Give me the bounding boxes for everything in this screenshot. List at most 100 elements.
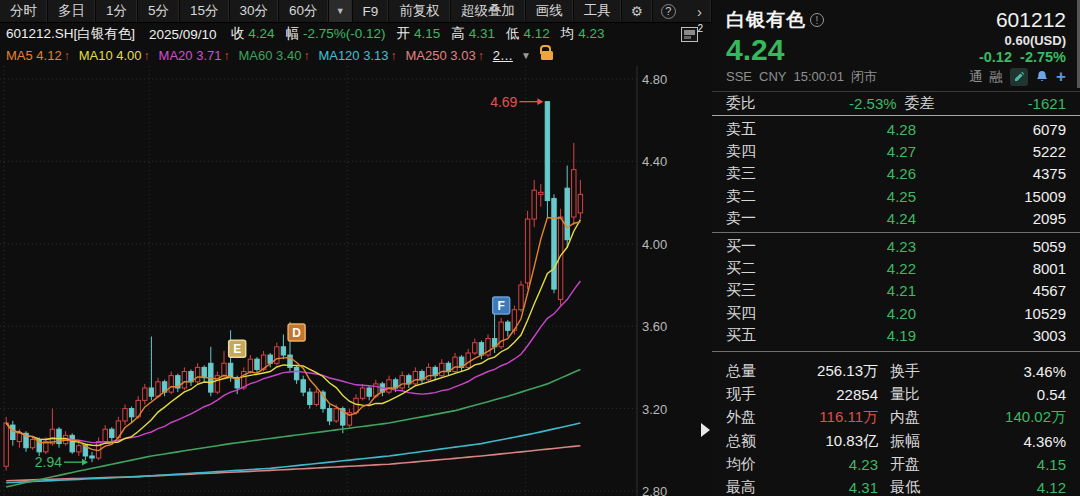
- up-arrow-icon: ↑: [144, 49, 150, 63]
- tab-5min[interactable]: 5分: [138, 0, 180, 22]
- info-icon[interactable]: !: [810, 13, 824, 27]
- change-field: 幅-2.75%(-0.12): [285, 25, 385, 43]
- stats-row: 总量256.13万 换手3.46%: [712, 360, 1080, 383]
- ma60-legend: MA60 3.40↑: [238, 48, 309, 63]
- event-marker-E[interactable]: E: [229, 340, 246, 357]
- help-icon[interactable]: ?: [661, 4, 676, 19]
- forward-adjust-button[interactable]: 前复权: [389, 0, 451, 22]
- stats-row: 现手22854 量比0.54: [712, 383, 1080, 406]
- quote-info-bar: 601212.SH[白银有色] 2025/09/10 收4.24 幅-2.75%…: [0, 23, 712, 45]
- bid-row[interactable]: 买四4.2010529: [712, 302, 1080, 324]
- avg-field: 均4.23: [561, 25, 605, 43]
- ma20-legend: MA20 3.71↑: [159, 48, 230, 63]
- edit-note-icon[interactable]: [1010, 68, 1028, 86]
- ma-legend-bar: MA5 4.12↑ MA10 4.00↑ MA20 3.71↑ MA60 3.4…: [0, 45, 712, 66]
- y-tick-label: 4.40: [642, 154, 667, 169]
- svg-text:4.69: 4.69: [490, 94, 517, 110]
- y-axis: 4.804.404.003.603.202.80: [0, 66, 667, 496]
- super-overlay-button[interactable]: 超级叠加: [451, 0, 526, 22]
- tab-1min[interactable]: 1分: [96, 0, 138, 22]
- up-arrow-icon: ↑: [303, 49, 309, 63]
- stock-name: 白银有色: [726, 7, 806, 33]
- price-change: -0.12 -2.75%: [979, 48, 1066, 67]
- trading-app-window: 分时 多日 1分 5分 15分 30分 60分 ▼ F9 前复权 超级叠加 画线…: [0, 0, 1080, 496]
- market-status-row: SSECNY15:00:01闭市 通 融 +: [712, 67, 1080, 86]
- ma250-legend: MA250 3.03↑: [406, 48, 484, 63]
- low-field: 低4.12: [506, 25, 550, 43]
- stats-section: 总量256.13万 换手3.46% 现手22854 量比0.54 外盘116.1…: [712, 352, 1080, 496]
- ask-row[interactable]: 卖四4.275222: [712, 140, 1080, 162]
- stats-row: 最高4.31 最低4.12: [712, 476, 1080, 496]
- v-gridlines: [4, 66, 525, 496]
- stats-row: 均价4.23 开盘4.15: [712, 453, 1080, 476]
- weibi-label: 委比: [726, 94, 756, 113]
- unlock-icon[interactable]: [541, 51, 553, 60]
- symbol-label: 601212.SH[白银有色]: [6, 25, 135, 43]
- svg-text:2.94: 2.94: [35, 454, 62, 470]
- ma-dropdown-icon[interactable]: ▼: [521, 50, 531, 61]
- svg-text:D: D: [292, 326, 301, 340]
- alert-bell-icon[interactable]: [1035, 70, 1049, 84]
- chart-pane: 分时 多日 1分 5分 15分 30分 60分 ▼ F9 前复权 超级叠加 画线…: [0, 0, 712, 496]
- bid-levels: 买一4.235059 买二4.228001 买三4.214567 买四4.201…: [712, 233, 1080, 351]
- up-arrow-icon: ↑: [64, 49, 70, 63]
- high-price-annotation: 4.69: [490, 94, 543, 110]
- panel-header: 白银有色 ! 601212: [712, 0, 1080, 33]
- quote-panel: 白银有色 ! 601212 4.24 0.60(USD) -0.12 -2.75…: [712, 0, 1080, 496]
- panel-expand-arrow[interactable]: [701, 423, 710, 437]
- event-marker-F[interactable]: F: [493, 297, 510, 314]
- low-price-annotation: 2.94: [35, 454, 88, 470]
- open-field: 开4.15: [396, 25, 440, 43]
- ask-row[interactable]: 卖五4.286079: [712, 118, 1080, 140]
- y-tick-label: 4.80: [642, 72, 667, 87]
- ask-row[interactable]: 卖一4.242095: [712, 208, 1080, 230]
- price-row: 4.24 0.60(USD) -0.12 -2.75%: [712, 33, 1080, 67]
- stats-row: 外盘116.11万 内盘140.02万: [712, 406, 1080, 429]
- candlestick-chart[interactable]: 4.804.404.003.603.202.80EDF4.692.94: [0, 66, 712, 496]
- candles: [4, 102, 583, 471]
- f9-button[interactable]: F9: [353, 0, 390, 22]
- tab-multiday[interactable]: 多日: [48, 0, 96, 22]
- y-tick-label: 4.00: [642, 237, 667, 252]
- chevron-right-icon[interactable]: ›: [688, 0, 712, 22]
- ma250-line: [6, 446, 580, 481]
- y-tick-label: 3.20: [642, 402, 667, 417]
- bid-row[interactable]: 买三4.214567: [712, 280, 1080, 302]
- tab-15min[interactable]: 15分: [180, 0, 230, 22]
- bid-row[interactable]: 买五4.193003: [712, 325, 1080, 347]
- last-price: 4.24: [726, 33, 784, 67]
- close-field: 收4.24: [231, 25, 275, 43]
- bid-row[interactable]: 买二4.228001: [712, 257, 1080, 279]
- tab-60min[interactable]: 60分: [279, 0, 329, 22]
- gear-icon[interactable]: ⚙: [622, 0, 653, 22]
- stock-code: 601212: [996, 8, 1066, 32]
- overlay-windows-icon[interactable]: 2: [681, 27, 698, 42]
- y-tick-label: 3.60: [642, 319, 667, 334]
- weicha-value: -1621: [1028, 95, 1066, 112]
- weibi-row: 委比 -2.53% 委差 -1621: [712, 92, 1080, 115]
- svg-text:F: F: [498, 299, 505, 313]
- add-watchlist-icon[interactable]: +: [1056, 68, 1066, 86]
- ask-row[interactable]: 卖三4.264375: [712, 163, 1080, 185]
- usd-price: 0.60(USD): [979, 33, 1066, 48]
- tools-button[interactable]: 工具: [574, 0, 622, 22]
- event-marker-D[interactable]: D: [288, 324, 305, 341]
- tab-timeline[interactable]: 分时: [0, 0, 48, 22]
- ma-more-link[interactable]: 2…: [493, 48, 513, 63]
- svg-text:E: E: [233, 342, 241, 356]
- ma10-legend: MA10 4.00↑: [79, 48, 150, 63]
- period-dropdown-icon[interactable]: ▼: [329, 0, 353, 22]
- up-arrow-icon: ↑: [391, 49, 397, 63]
- date-label: 2025/09/10: [149, 27, 217, 42]
- ask-row[interactable]: 卖二4.2515009: [712, 185, 1080, 207]
- stats-row: 总额10.83亿 振幅4.36%: [712, 429, 1080, 452]
- market-status: SSECNY15:00:01闭市: [726, 68, 884, 86]
- tong-tag: 通: [969, 68, 983, 86]
- ma5-legend: MA5 4.12↑: [6, 48, 70, 63]
- weibi-value: -2.53%: [849, 95, 897, 112]
- bid-row[interactable]: 买一4.235059: [712, 235, 1080, 257]
- weicha-label: 委差: [905, 94, 935, 113]
- draw-line-button[interactable]: 画线: [526, 0, 574, 22]
- tab-30min[interactable]: 30分: [230, 0, 280, 22]
- ask-levels: 卖五4.286079 卖四4.275222 卖三4.264375 卖二4.251…: [712, 116, 1080, 232]
